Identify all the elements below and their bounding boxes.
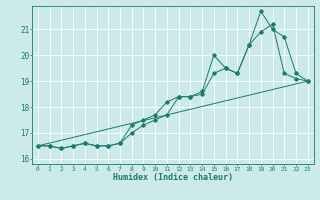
X-axis label: Humidex (Indice chaleur): Humidex (Indice chaleur) — [113, 173, 233, 182]
